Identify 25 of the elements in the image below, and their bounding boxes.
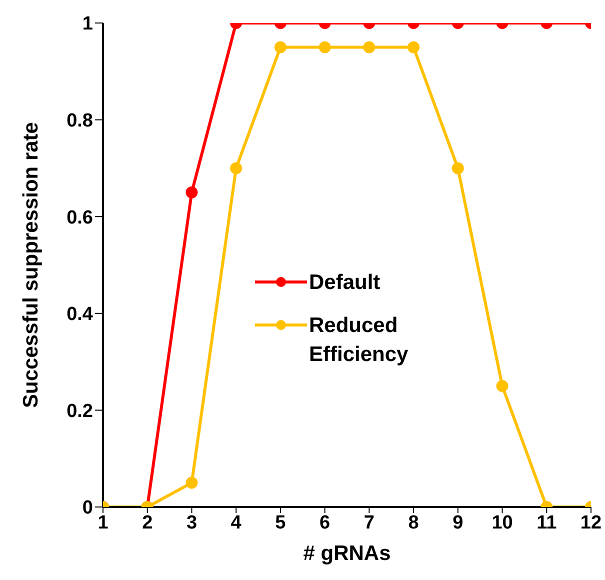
x-tick-label: 11 [536, 512, 558, 534]
x-axis-title: # gRNAs [303, 542, 391, 565]
x-tick-label: 12 [580, 512, 602, 534]
legend-label: Default [309, 270, 382, 296]
x-tick-label: 2 [142, 512, 153, 534]
y-tick-label: 0.8 [66, 110, 93, 132]
point [230, 162, 242, 174]
x-tick-label: 5 [275, 512, 286, 534]
y-tick-label: 1 [82, 14, 94, 35]
x-tick-label: 1 [98, 512, 109, 534]
x-tick-label: 3 [186, 512, 198, 534]
x-tick-label: 9 [452, 512, 464, 534]
x-tick-label: 6 [320, 512, 330, 534]
legend-label: Reduced Efficiency [309, 313, 410, 368]
x-tick-label: 7 [364, 512, 374, 534]
y-tick-label: 0 [82, 498, 93, 519]
y-tick-label: 0.2 [66, 400, 93, 422]
x-tick-label: 10 [492, 512, 513, 534]
x-tick-label: 4 [230, 512, 242, 534]
point [186, 186, 198, 198]
y-tick-label: 0.6 [66, 207, 93, 228]
point [452, 162, 464, 174]
y-axis-title: Successful suppression rate [19, 122, 42, 408]
y-tick-label: 0.4 [66, 304, 94, 326]
x-tick-label: 8 [408, 512, 419, 534]
